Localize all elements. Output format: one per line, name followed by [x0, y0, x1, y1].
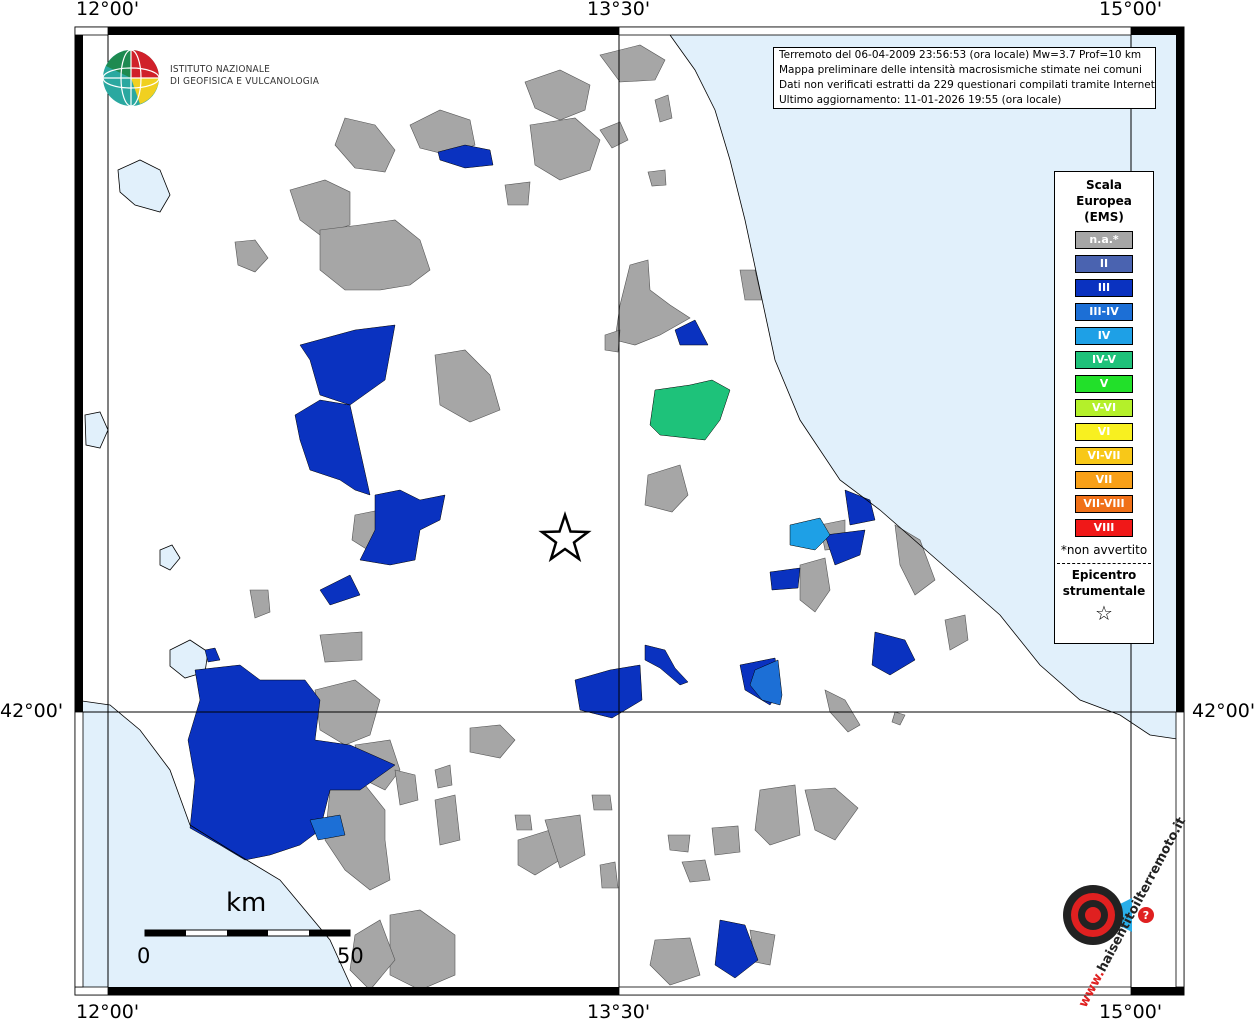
adriatic-coastline [669, 34, 1185, 741]
tyrrhenian-coastline [74, 699, 356, 996]
svg-text:?: ? [1143, 909, 1149, 922]
legend-swatch: VI-VII [1075, 447, 1133, 465]
lake-small-2 [84, 411, 109, 449]
scale-unit: km [226, 888, 267, 918]
legend-title-line2: Europea [1076, 194, 1132, 208]
legend-swatches: n.a.* II III III-IV IV IV-V V V-VI VI VI-VII VII VI… [1055, 231, 1153, 537]
scale-bar [144, 929, 351, 937]
legend-divider [1057, 563, 1151, 564]
legend-epicentre-label: Epicentro strumentale [1055, 567, 1153, 599]
legend-swatch: V-VI [1075, 399, 1133, 417]
event-info-line4: Ultimo aggiornamento: 11-01-2026 19:55 (… [779, 94, 1062, 106]
legend-swatch: VII-VIII [1075, 495, 1133, 513]
legend-swatch: n.a.* [1075, 231, 1133, 249]
legend-swatch: VIII [1075, 519, 1133, 537]
legend-swatch: III-IV [1075, 303, 1133, 321]
legend-note: *non avvertito [1060, 543, 1148, 557]
legend-title: Scala Europea (EMS) [1055, 177, 1153, 225]
legend-swatch: V [1075, 375, 1133, 393]
lon-label-top-1: 12°00' [76, 0, 140, 20]
legend-title-line3: (EMS) [1084, 210, 1124, 224]
scale-max: 50 [337, 944, 364, 968]
lon-label-bottom-3: 15°00' [1099, 1001, 1163, 1023]
lon-label-top-3: 15°00' [1099, 0, 1163, 20]
legend-swatch: IV-V [1075, 351, 1133, 369]
municipalities-na [234, 44, 969, 991]
legend-title-line1: Scala [1085, 178, 1123, 192]
scale-min: 0 [137, 944, 151, 968]
legend-swatch: II [1075, 255, 1133, 273]
legend-epicentre-line1: Epicentro [1071, 568, 1137, 582]
event-info-line2: Mappa preliminare delle intensità macros… [779, 64, 1142, 76]
ingv-logo-line2: DI GEOFISICA E VULCANOLOGIA [170, 76, 320, 87]
lake-small-1 [159, 544, 181, 571]
lon-label-bottom-2: 13°30' [587, 1001, 651, 1023]
legend-swatch: VI [1075, 423, 1133, 441]
legend-epicentre-line2: strumentale [1062, 584, 1146, 598]
ingv-logo-line1: ISTITUTO NAZIONALE [170, 64, 270, 75]
legend-swatch: VII [1075, 471, 1133, 489]
ems-legend: Scala Europea (EMS) n.a.* II III III-IV IV IV… [1054, 171, 1154, 644]
event-info-line1: Terremoto del 06-04-2009 23:56:53 (ora l… [779, 49, 1142, 61]
tyrrhenian-sea [75, 700, 355, 995]
legend-star-icon: ☆ [1095, 601, 1113, 625]
municipalities-iii [187, 144, 916, 979]
lat-label-right: 42°00' [1192, 700, 1256, 722]
lon-label-bottom-1: 12°00' [76, 1001, 140, 1023]
haisentito-badge-icon: ? [1063, 885, 1154, 945]
lat-label-left: 42°00' [0, 700, 64, 722]
lon-label-top-2: 13°30' [587, 0, 651, 20]
ingv-logo-text: ISTITUTO NAZIONALE DI GEOFISICA E VULCAN… [170, 64, 319, 88]
municipalities-iii-iv [309, 659, 783, 841]
legend-swatch: IV [1075, 327, 1133, 345]
epicentre-star-icon [538, 511, 592, 563]
legend-swatch: III [1075, 279, 1133, 297]
event-info-line3: Dati non verificati estratti da 229 ques… [779, 79, 1155, 91]
lake-bolsena [117, 159, 171, 213]
municipality-iv-v [649, 379, 731, 441]
municipality-iv [789, 517, 831, 551]
map-frame [74, 26, 1185, 996]
event-info-box: Terremoto del 06-04-2009 23:56:53 (ora l… [773, 47, 1156, 109]
ingv-logo-icon [102, 49, 160, 107]
